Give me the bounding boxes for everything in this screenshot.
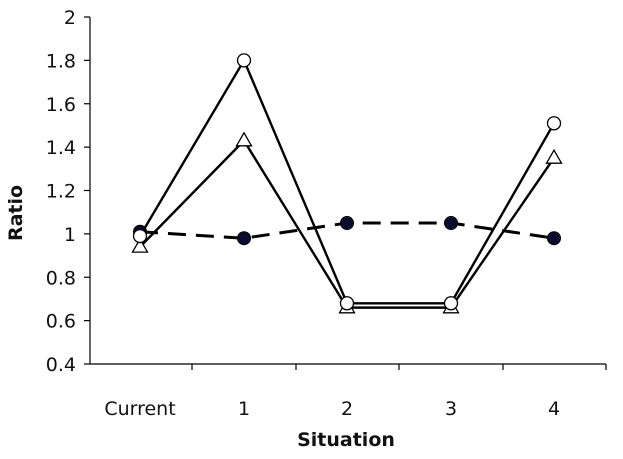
series-filled-circle <box>133 216 561 246</box>
data-point-triangle <box>131 237 149 253</box>
series-open-circle <box>132 53 562 311</box>
data-point-filled <box>547 231 561 246</box>
y-tick-label: 2 <box>64 7 76 29</box>
data-point-triangle <box>235 131 253 147</box>
x-tick-label: 4 <box>548 398 560 420</box>
x-tick-label: 3 <box>445 398 457 420</box>
y-tick-label: 1.4 <box>46 137 76 159</box>
x-tick-label: 2 <box>341 398 353 420</box>
x-axis: Current 1 2 3 4 <box>90 363 607 420</box>
data-point-circle <box>443 296 459 311</box>
x-tick-label: Current <box>104 398 175 420</box>
y-tick-label: 0.6 <box>46 311 76 333</box>
y-axis-title: Ratio <box>5 185 27 241</box>
data-point-circle <box>132 228 148 244</box>
data-point-circle <box>236 53 252 68</box>
data-point-circle <box>546 116 562 131</box>
data-point-filled <box>237 231 251 246</box>
y-tick-label: 1 <box>64 224 76 246</box>
x-tick-label: 1 <box>238 398 250 420</box>
data-point-filled <box>444 216 458 231</box>
y-tick-label: 1.8 <box>46 50 76 72</box>
data-point-filled <box>340 216 354 231</box>
series-layer <box>131 53 563 314</box>
data-point-triangle <box>545 148 563 164</box>
y-axis: 0.4 0.6 0.8 1 1.2 1.4 1.6 1.8 2 <box>46 7 91 376</box>
y-tick-label: 0.4 <box>46 354 76 376</box>
y-tick-label: 1.2 <box>46 181 76 203</box>
data-point-circle <box>339 296 355 311</box>
y-tick-label: 1.6 <box>46 94 76 116</box>
y-tick-label: 0.8 <box>46 267 76 289</box>
x-axis-title: Situation <box>297 429 395 451</box>
